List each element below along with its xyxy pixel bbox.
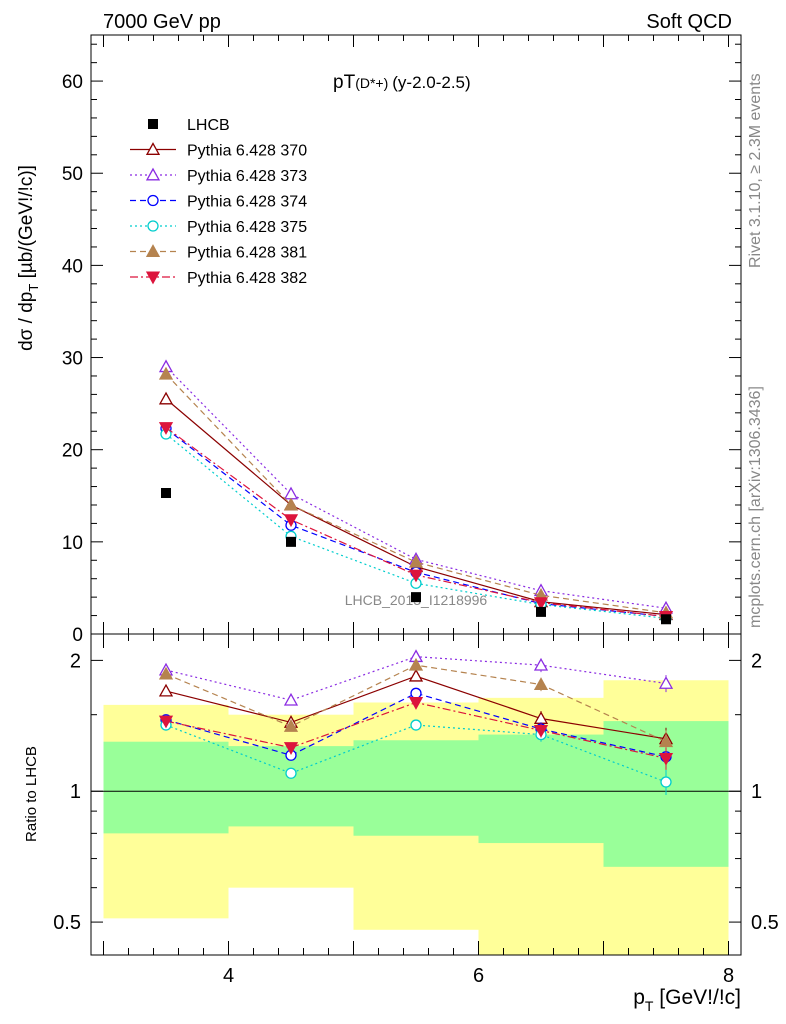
ratio-series-point <box>285 767 297 779</box>
ratio-series-point <box>658 734 674 748</box>
lhcb-data-point <box>161 488 171 499</box>
main-series-point <box>408 569 424 583</box>
main-series-point <box>408 554 424 568</box>
ratio-series-point <box>158 666 174 680</box>
main-series-point <box>283 514 299 528</box>
ratio-series-line-2 <box>165 692 667 758</box>
ratio-series-point <box>533 677 549 690</box>
lhcb-data-point <box>411 592 421 603</box>
legend-marker-lhcb <box>148 119 158 129</box>
legend-label-5: Pythia 6.428 382 <box>187 270 307 287</box>
ratio-axis-ticks: 4 6 8 0.5 0.5 1 1 2 2 <box>53 634 779 987</box>
legend-label-0: Pythia 6.428 370 <box>187 143 307 160</box>
main-ytick-label: 40 <box>62 256 83 277</box>
ratio-series-point <box>408 697 424 710</box>
ratio-series-point <box>658 676 674 689</box>
legend-marker-4 <box>145 244 161 257</box>
ratio-ytick-label-right: 0.5 <box>751 912 779 934</box>
ratio-series-point <box>533 724 549 738</box>
main-series-line-3 <box>165 433 667 619</box>
ratio-series-point <box>410 719 422 731</box>
main-series-point <box>158 391 174 405</box>
mcplots-text: mcplots.cern.ch [arXiv:1306.3436] <box>747 386 764 628</box>
legend-marker-1 <box>145 167 161 181</box>
main-series-point <box>158 422 174 435</box>
legend-marker-2 <box>147 194 159 207</box>
green-band-0 <box>103 741 229 834</box>
ratio-series-point <box>660 776 672 788</box>
main-ytick-label: 50 <box>62 164 83 185</box>
main-y-axis-label: dσ / dpT [µb/(GeV!/!c)] <box>16 165 41 351</box>
ratio-series-point <box>408 668 424 682</box>
ratio-ytick-label: 0.5 <box>53 912 81 934</box>
ratio-uncertainty-bands <box>103 680 729 955</box>
main-ytick-label: 30 <box>62 349 83 370</box>
ratio-ytick-label-right: 1 <box>751 781 762 803</box>
ratio-xtick-label: 6 <box>473 965 484 987</box>
ratio-ytick-label-right: 2 <box>751 650 762 672</box>
legend: LHCB Pythia 6.428 370 Pythia 6.428 373 Pyth… <box>130 117 307 287</box>
main-series-point <box>158 366 174 380</box>
ratio-series-layer <box>158 649 674 796</box>
ratio-series-point <box>408 657 424 671</box>
main-series-layer <box>158 359 674 624</box>
lhcb-data-point <box>661 614 671 625</box>
ratio-series-point <box>283 719 299 732</box>
ratio-plot-frame <box>90 633 742 956</box>
legend-label-lhcb: LHCB <box>187 117 230 134</box>
rivet-version-text: Rivet 3.1.10, ≥ 2.3M events <box>747 73 764 268</box>
legend-label-3: Pythia 6.428 375 <box>187 219 307 236</box>
header-left: 7000 GeV pp <box>103 11 221 33</box>
legend-marker-0 <box>145 142 161 155</box>
main-ytick-label: 0 <box>72 625 83 646</box>
legend-marker-3 <box>147 220 159 232</box>
main-series-point <box>283 486 299 500</box>
ratio-xtick-label: 4 <box>223 965 234 987</box>
ratio-series-point <box>658 752 674 766</box>
legend-marker-5 <box>145 271 161 285</box>
lhcb-data-layer <box>161 488 671 625</box>
main-series-point <box>533 597 549 611</box>
ratio-series-point <box>283 692 299 706</box>
main-axis-ticks: 0 10 20 30 40 50 60 <box>62 35 741 646</box>
ratio-series-point <box>283 742 299 755</box>
main-series-point <box>283 497 299 511</box>
green-band-3 <box>478 734 604 844</box>
ratio-y-axis-label: Ratio to LHCB <box>23 746 40 842</box>
legend-label-2: Pythia 6.428 374 <box>187 194 307 211</box>
main-series-line-4 <box>165 373 667 614</box>
ratio-ytick-label: 2 <box>70 650 81 672</box>
ratio-ytick-label: 1 <box>70 781 81 803</box>
green-band-2 <box>353 740 479 836</box>
ratio-series-point <box>158 715 174 729</box>
main-ytick-label: 10 <box>62 533 83 554</box>
legend-label-4: Pythia 6.428 381 <box>187 245 307 262</box>
legend-label-1: Pythia 6.428 373 <box>187 168 307 185</box>
main-ytick-label: 60 <box>62 72 83 93</box>
lhcb-data-point <box>536 606 546 617</box>
main-ytick-label: 20 <box>62 441 83 462</box>
ratio-xtick-label: 8 <box>723 965 734 987</box>
x-axis-label: pT [GeV!/!c] <box>633 986 741 1014</box>
header-right: Soft QCD <box>646 11 732 33</box>
lhcb-data-point <box>286 536 296 547</box>
plot-title: pT(D*+) (y-2.0-2.5) <box>333 72 471 93</box>
ratio-series-point <box>410 687 422 699</box>
main-series-line-1 <box>165 366 667 609</box>
ratio-series-point <box>533 657 549 671</box>
ratio-series-point <box>158 683 174 697</box>
